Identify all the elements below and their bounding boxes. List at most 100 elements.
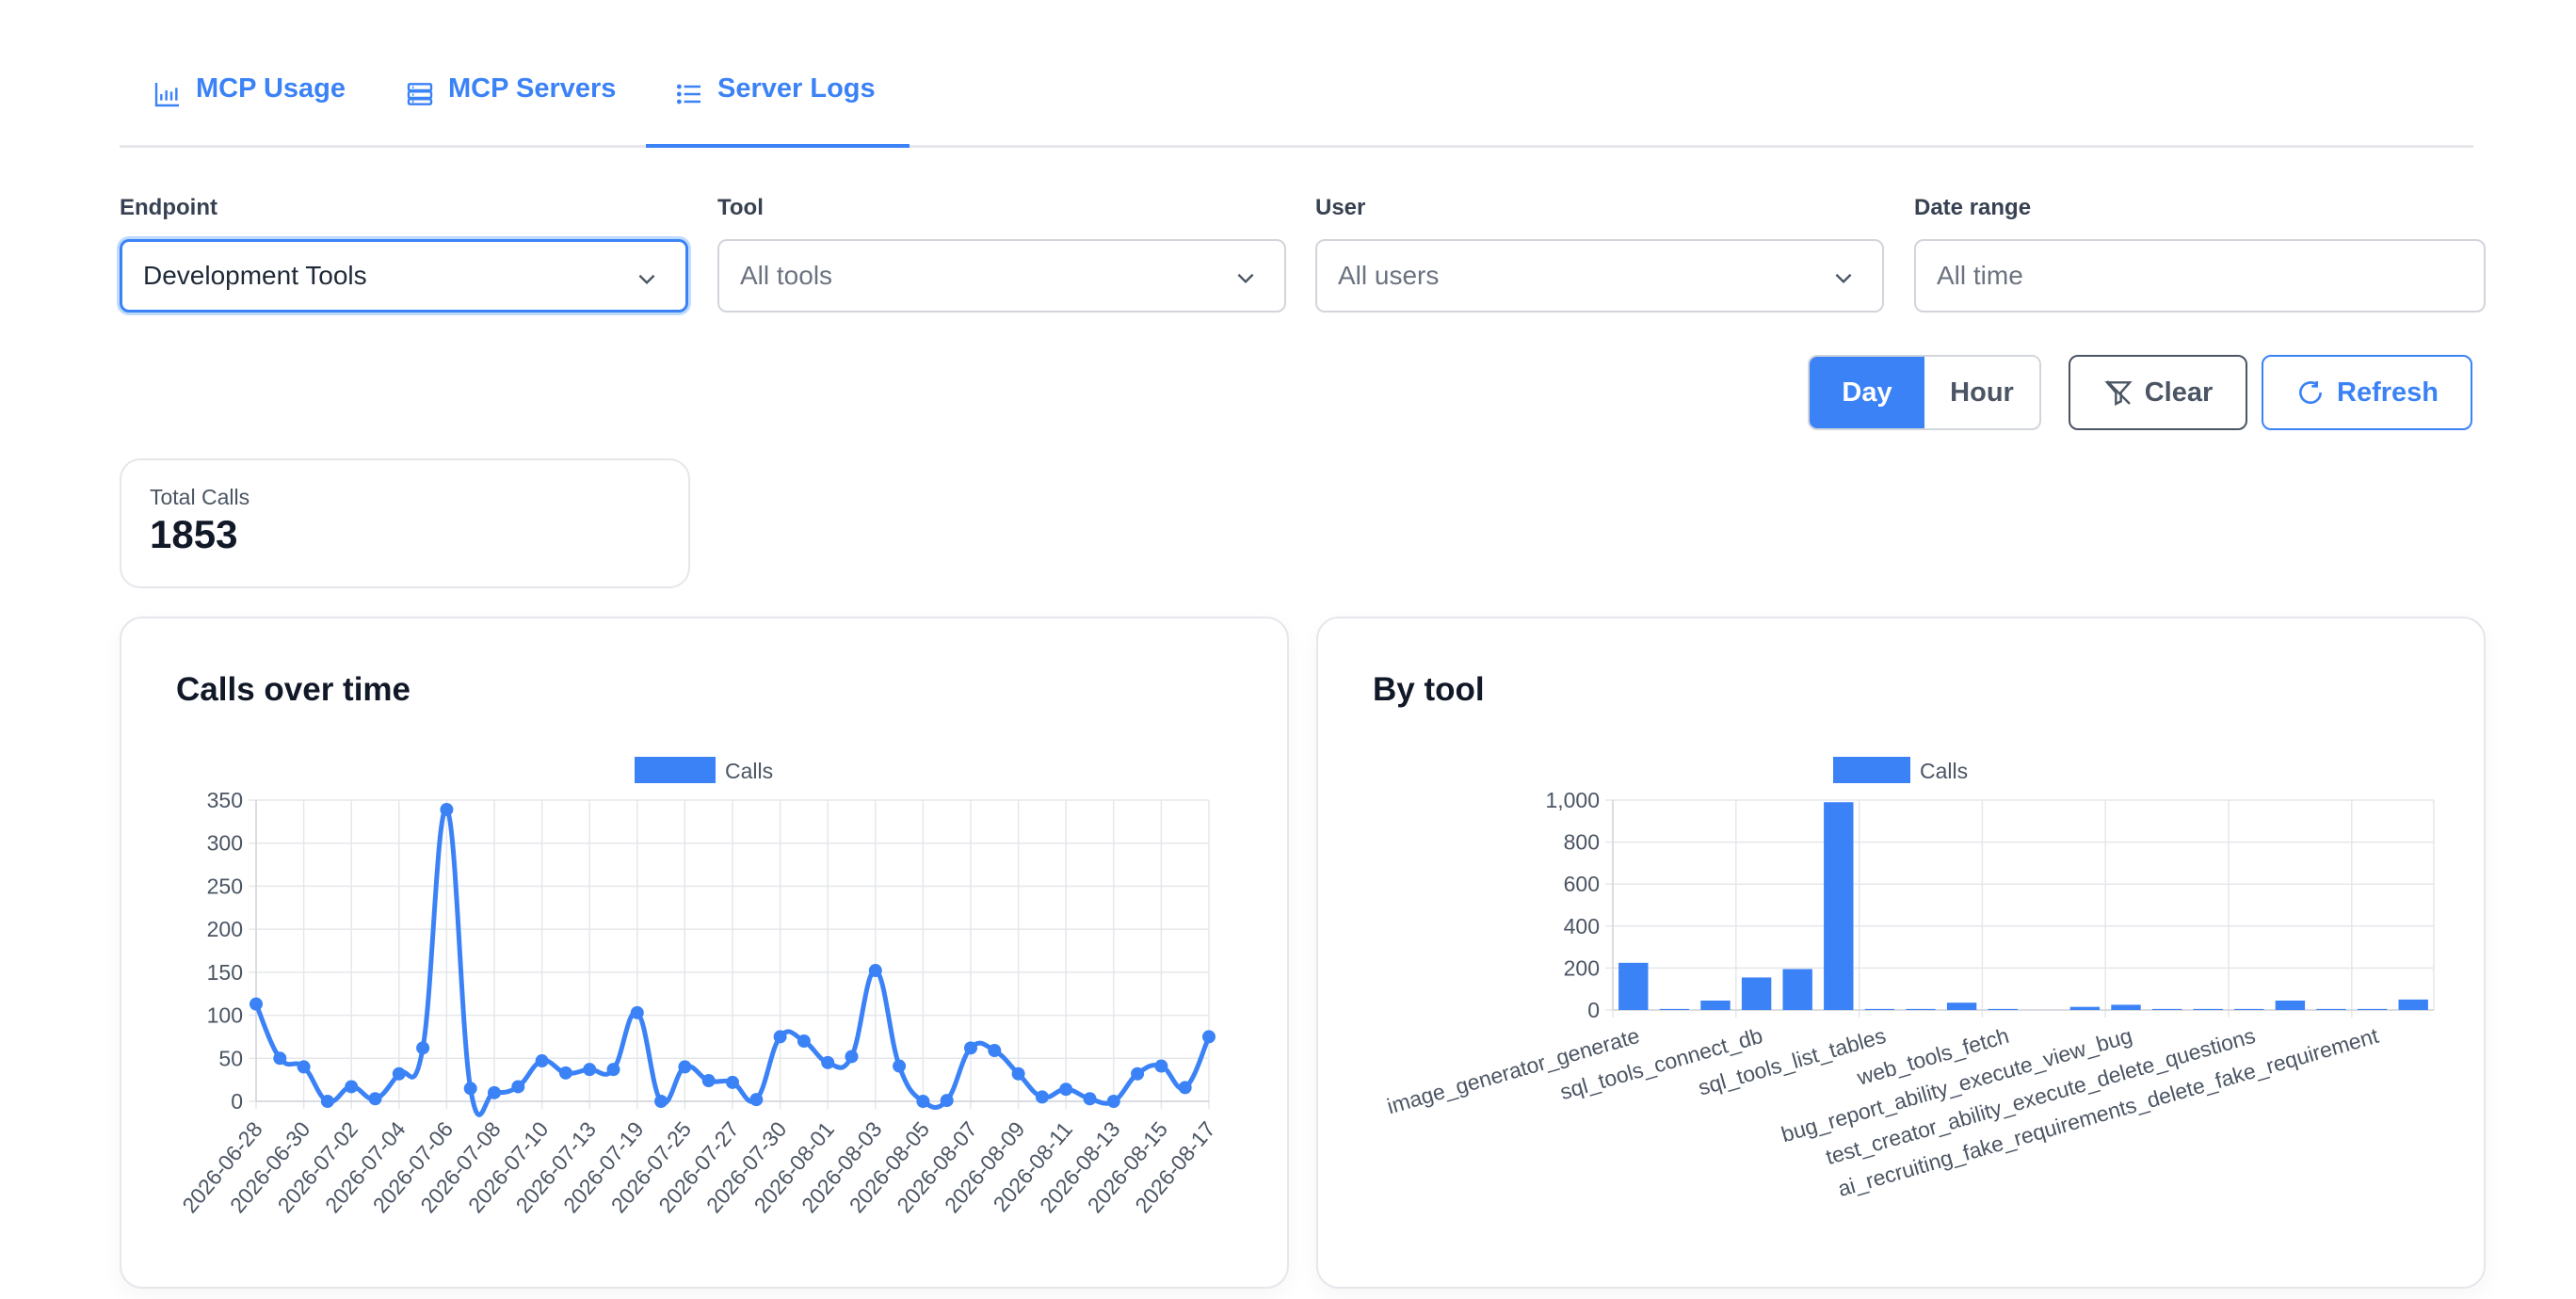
data-point [701,1074,716,1088]
data-point [273,1051,287,1066]
y-tick-label: 200 [1564,955,1600,980]
data-point [511,1080,525,1094]
tab-server-logs[interactable]: Server Logs [646,73,910,148]
data-point [583,1063,597,1077]
y-tick-label: 600 [1564,872,1600,896]
data-point [1106,1095,1120,1108]
by-tool-card: By tool Calls 0 200 400 600 800 1,000 image_gen… [1316,617,2486,1289]
tab-mcp-servers[interactable]: MCP Servers [405,73,616,145]
hour-button[interactable]: Hour [1924,357,2039,428]
calls-over-time-chart: Calls0501001502002503003502026-06-282026… [177,757,1220,1217]
tab-mcp-usage[interactable]: MCP Usage [153,73,346,145]
y-tick-label: 400 [1564,914,1600,938]
y-tick-label: 800 [1564,830,1600,855]
data-point [368,1092,382,1106]
bar [2275,1000,2306,1010]
clear-button-label: Clear [2144,377,2214,408]
data-point [1083,1092,1097,1106]
chevron-down-icon [638,274,655,285]
calls-over-time-card: Calls over time Calls 0 50 100 150 200 250 300 3… [120,617,1289,1289]
bar [2357,1008,2388,1010]
data-point [416,1041,430,1055]
bar [1782,969,1812,1010]
y-tick-label: 350 [207,788,243,812]
y-tick-label: 50 [218,1046,243,1070]
data-point [488,1085,501,1099]
user-select[interactable]: All users [1315,239,1884,313]
data-point [535,1054,549,1068]
data-point [868,964,882,978]
data-point [558,1066,572,1080]
y-tick-label: 300 [207,831,243,856]
y-tick-label: 100 [207,1003,243,1028]
data-point [1154,1059,1168,1073]
data-point [1059,1082,1073,1097]
total-calls-label: Total Calls [150,485,250,509]
data-point [1202,1030,1216,1044]
data-point [893,1059,907,1073]
data-point [606,1063,620,1077]
bar [1618,962,1649,1010]
legend-swatch [1833,757,1910,783]
data-point [1178,1081,1192,1095]
chevron-down-icon [1237,273,1254,284]
date-range-placeholder: All time [1937,261,2023,290]
by-tool-chart: Calls02004006008001,000image_generator_g… [1384,757,2435,1201]
server-icon [407,83,433,105]
data-point [463,1082,477,1096]
data-point [345,1080,359,1094]
data-point [749,1093,764,1107]
data-point [1131,1066,1145,1081]
data-point [821,1055,835,1069]
filter-off-icon [2104,380,2133,406]
tab-label: MCP Servers [448,73,617,104]
legend-swatch [635,757,716,783]
refresh-icon [2299,381,2323,405]
total-calls-card: Total Calls 1853 [120,458,690,588]
bar [2234,1008,2264,1010]
granularity-toggle: Day Hour [1808,355,2041,430]
refresh-button[interactable]: Refresh [2262,355,2472,430]
bar [1741,977,1772,1010]
tool-select-value: All tools [740,261,833,290]
data-point [250,997,263,1011]
endpoint-select[interactable]: Development Tools [120,239,688,313]
user-label: User [1315,195,1366,220]
date-range-input[interactable]: All time [1914,239,2486,313]
refresh-button-label: Refresh [2337,377,2439,408]
y-tick-label: 250 [207,874,243,898]
by-tool-title: By tool [1373,671,1485,708]
data-point [1035,1090,1049,1104]
data-point [654,1095,668,1108]
data-point [1011,1066,1025,1081]
bar [1864,1008,1895,1010]
data-point [297,1060,311,1074]
endpoint-select-value: Development Tools [143,261,367,290]
bar [1988,1008,2018,1010]
data-point [392,1066,406,1081]
data-point [630,1005,644,1019]
tab-label: MCP Usage [196,73,346,104]
endpoint-label: Endpoint [120,195,217,220]
data-point [440,803,454,817]
bar [1906,1008,1936,1010]
data-point [964,1041,977,1055]
total-calls-value: 1853 [150,512,238,556]
data-point [797,1034,811,1048]
calls-over-time-title: Calls over time [176,671,411,708]
tool-label: Tool [717,195,764,220]
bar [1700,1000,1731,1010]
data-point [988,1044,1002,1058]
y-tick-label: 0 [231,1089,243,1114]
date-range-label: Date range [1914,195,2032,220]
bar [2069,1006,2101,1010]
legend-label: Calls [1920,759,1968,783]
list-icon [676,84,700,104]
clear-button[interactable]: Clear [2069,355,2247,430]
y-tick-label: 1,000 [1545,788,1600,812]
chevron-down-icon [1835,273,1852,284]
day-button[interactable]: Day [1810,357,1924,428]
data-point [773,1030,787,1044]
tool-select[interactable]: All tools [717,239,1286,313]
bar [2398,999,2428,1010]
